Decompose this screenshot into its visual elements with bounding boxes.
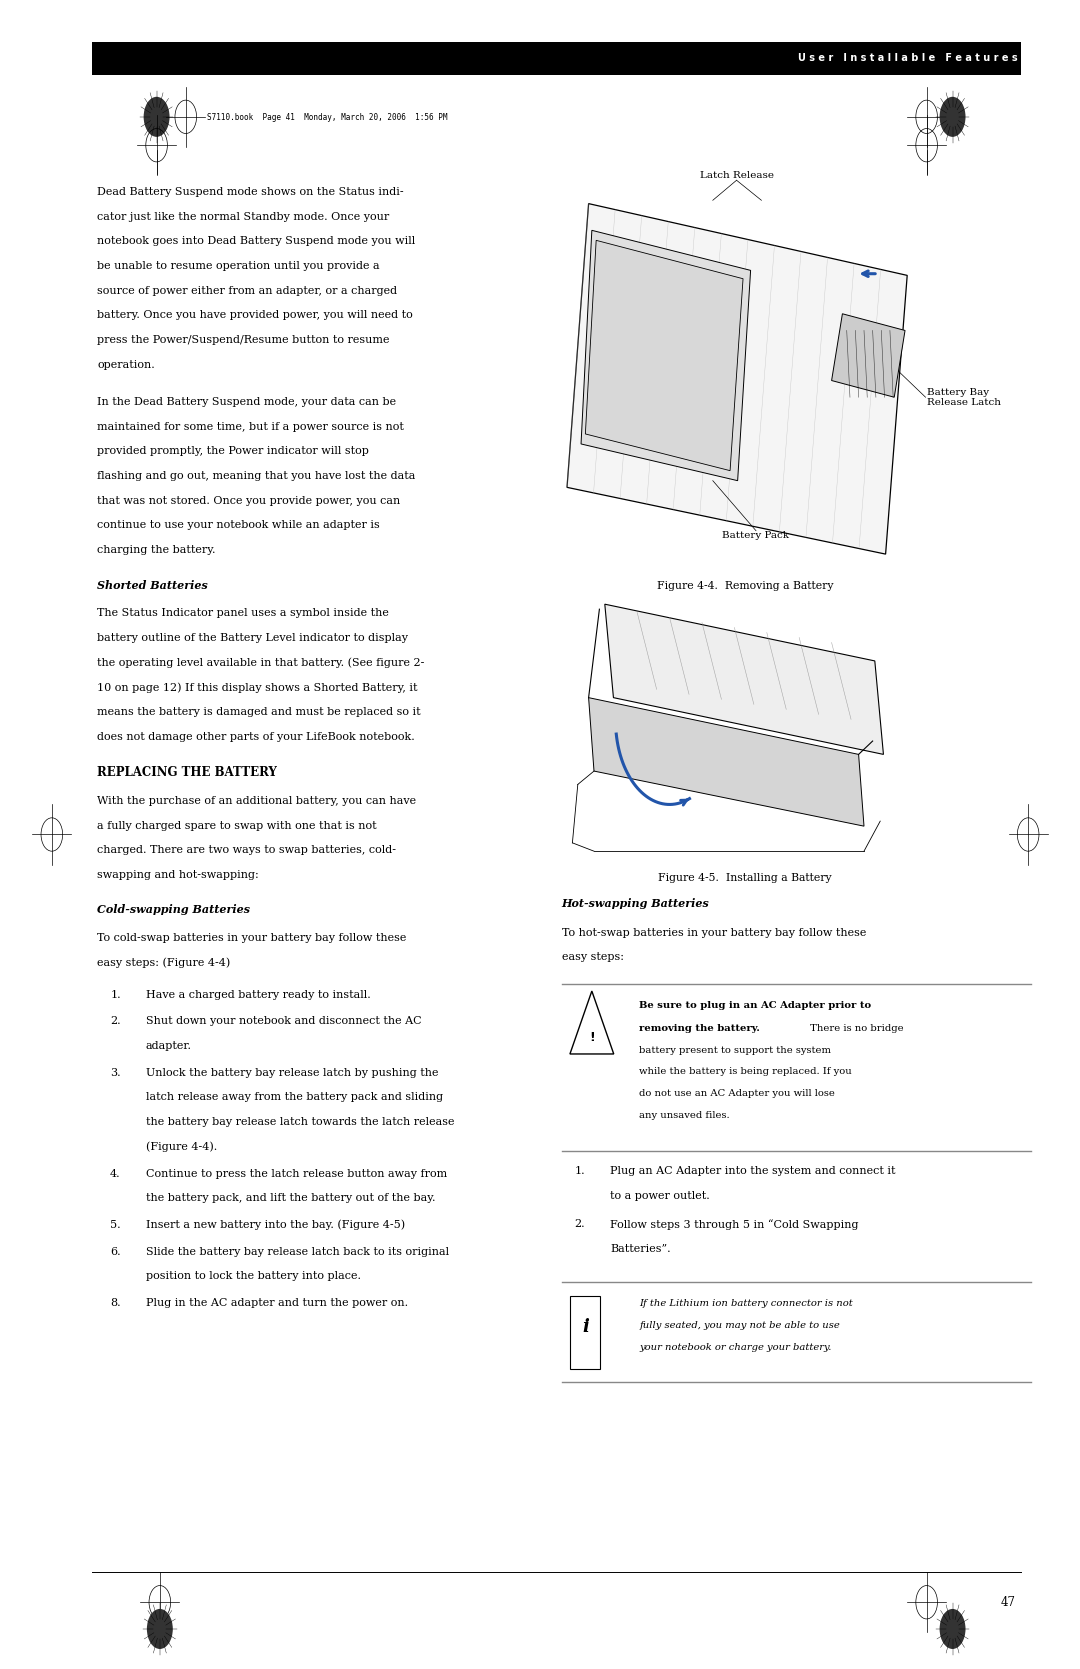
Text: maintained for some time, but if a power source is not: maintained for some time, but if a power… xyxy=(97,422,404,432)
Text: charging the battery.: charging the battery. xyxy=(97,546,216,556)
Text: Plug in the AC adapter and turn the power on.: Plug in the AC adapter and turn the powe… xyxy=(146,1298,408,1308)
Text: 3.: 3. xyxy=(110,1068,121,1078)
Text: 2.: 2. xyxy=(110,1016,121,1026)
Circle shape xyxy=(147,1609,173,1649)
Text: To hot-swap batteries in your battery bay follow these: To hot-swap batteries in your battery ba… xyxy=(562,928,866,938)
Text: The Status Indicator panel uses a symbol inside the: The Status Indicator panel uses a symbol… xyxy=(97,608,389,618)
Text: position to lock the battery into place.: position to lock the battery into place. xyxy=(146,1272,361,1282)
Text: Hot-swapping Batteries: Hot-swapping Batteries xyxy=(562,898,710,910)
Circle shape xyxy=(940,97,966,137)
Text: 5.: 5. xyxy=(110,1220,121,1230)
Text: be unable to resume operation until you provide a: be unable to resume operation until you … xyxy=(97,260,380,270)
Text: Insert a new battery into the bay. (Figure 4-5): Insert a new battery into the bay. (Figu… xyxy=(146,1220,405,1230)
Text: Plug an AC Adapter into the system and connect it: Plug an AC Adapter into the system and c… xyxy=(610,1167,895,1177)
Circle shape xyxy=(940,1609,966,1649)
Text: 4.: 4. xyxy=(110,1168,121,1178)
Text: Unlock the battery bay release latch by pushing the: Unlock the battery bay release latch by … xyxy=(146,1068,438,1078)
Text: battery. Once you have provided power, you will need to: battery. Once you have provided power, y… xyxy=(97,310,413,320)
Text: the battery bay release latch towards the latch release: the battery bay release latch towards th… xyxy=(146,1117,455,1127)
Text: 8.: 8. xyxy=(110,1298,121,1308)
Polygon shape xyxy=(585,240,743,471)
Text: battery outline of the Battery Level indicator to display: battery outline of the Battery Level ind… xyxy=(97,633,408,643)
Text: To cold-swap batteries in your battery bay follow these: To cold-swap batteries in your battery b… xyxy=(97,933,406,943)
Text: Shorted Batteries: Shorted Batteries xyxy=(97,579,208,591)
Text: easy steps: (Figure 4-4): easy steps: (Figure 4-4) xyxy=(97,958,230,968)
Text: 1.: 1. xyxy=(575,1167,585,1177)
Text: adapter.: adapter. xyxy=(146,1041,192,1051)
Text: flashing and go out, meaning that you have lost the data: flashing and go out, meaning that you ha… xyxy=(97,471,416,481)
Polygon shape xyxy=(570,991,613,1055)
Text: that was not stored. Once you provide power, you can: that was not stored. Once you provide po… xyxy=(97,496,401,506)
Text: Batteries”.: Batteries”. xyxy=(610,1243,671,1253)
Text: the battery pack, and lift the battery out of the bay.: the battery pack, and lift the battery o… xyxy=(146,1193,435,1203)
Text: U s e r   I n s t a l l a b l e   F e a t u r e s: U s e r I n s t a l l a b l e F e a t u … xyxy=(798,53,1017,63)
Text: operation.: operation. xyxy=(97,361,154,371)
Text: Have a charged battery ready to install.: Have a charged battery ready to install. xyxy=(146,990,370,1000)
Text: fully seated, you may not be able to use: fully seated, you may not be able to use xyxy=(639,1322,840,1330)
Text: There is no bridge: There is no bridge xyxy=(807,1023,903,1033)
Text: In the Dead Battery Suspend mode, your data can be: In the Dead Battery Suspend mode, your d… xyxy=(97,397,396,407)
Text: Figure 4-5.  Installing a Battery: Figure 4-5. Installing a Battery xyxy=(659,873,832,883)
Polygon shape xyxy=(589,698,864,826)
Polygon shape xyxy=(581,230,751,481)
Text: continue to use your notebook while an adapter is: continue to use your notebook while an a… xyxy=(97,521,380,531)
Text: Follow steps 3 through 5 in “Cold Swapping: Follow steps 3 through 5 in “Cold Swappi… xyxy=(610,1218,859,1230)
Text: Figure 4-4.  Removing a Battery: Figure 4-4. Removing a Battery xyxy=(657,581,834,591)
Text: charged. There are two ways to swap batteries, cold-: charged. There are two ways to swap batt… xyxy=(97,845,396,855)
Polygon shape xyxy=(605,604,883,754)
Text: source of power either from an adapter, or a charged: source of power either from an adapter, … xyxy=(97,285,397,295)
Text: battery present to support the system: battery present to support the system xyxy=(639,1045,832,1055)
FancyBboxPatch shape xyxy=(570,1295,600,1369)
Text: Dead Battery Suspend mode shows on the Status indi-: Dead Battery Suspend mode shows on the S… xyxy=(97,187,404,197)
Text: the operating level available in that battery. (See figure 2-: the operating level available in that ba… xyxy=(97,658,424,668)
Text: while the battery is being replaced. If you: while the battery is being replaced. If … xyxy=(639,1066,852,1077)
Text: 6.: 6. xyxy=(110,1247,121,1257)
Text: 47: 47 xyxy=(1000,1596,1015,1609)
Text: press the Power/Suspend/Resume button to resume: press the Power/Suspend/Resume button to… xyxy=(97,335,390,345)
Text: 2.: 2. xyxy=(575,1218,585,1228)
Text: !: ! xyxy=(589,1031,595,1045)
Text: 10 on page 12) If this display shows a Shorted Battery, it: 10 on page 12) If this display shows a S… xyxy=(97,683,418,693)
Text: REPLACING THE BATTERY: REPLACING THE BATTERY xyxy=(97,766,278,779)
Text: Be sure to plug in an AC Adapter prior to: Be sure to plug in an AC Adapter prior t… xyxy=(639,1001,872,1010)
Text: cator just like the normal Standby mode. Once your: cator just like the normal Standby mode.… xyxy=(97,212,390,222)
Text: swapping and hot-swapping:: swapping and hot-swapping: xyxy=(97,870,259,880)
Text: i: i xyxy=(582,1319,589,1337)
Text: any unsaved files.: any unsaved files. xyxy=(639,1112,730,1120)
Text: means the battery is damaged and must be replaced so it: means the battery is damaged and must be… xyxy=(97,708,421,718)
Text: If the Lithium ion battery connector is not: If the Lithium ion battery connector is … xyxy=(639,1298,853,1308)
Text: Shut down your notebook and disconnect the AC: Shut down your notebook and disconnect t… xyxy=(146,1016,421,1026)
FancyBboxPatch shape xyxy=(92,42,1021,75)
Text: removing the battery.: removing the battery. xyxy=(639,1023,760,1033)
Text: (Figure 4-4).: (Figure 4-4). xyxy=(146,1142,217,1152)
Polygon shape xyxy=(832,314,905,397)
Text: Cold-swapping Batteries: Cold-swapping Batteries xyxy=(97,905,251,916)
Text: 1.: 1. xyxy=(110,990,121,1000)
Text: Battery Bay
Release Latch: Battery Bay Release Latch xyxy=(927,387,1001,407)
Text: easy steps:: easy steps: xyxy=(562,953,623,963)
Text: Battery Pack: Battery Pack xyxy=(723,531,789,539)
Text: provided promptly, the Power indicator will stop: provided promptly, the Power indicator w… xyxy=(97,446,369,456)
Text: do not use an AC Adapter you will lose: do not use an AC Adapter you will lose xyxy=(639,1088,835,1098)
Text: notebook goes into Dead Battery Suspend mode you will: notebook goes into Dead Battery Suspend … xyxy=(97,237,416,247)
Polygon shape xyxy=(567,204,907,554)
Circle shape xyxy=(144,97,170,137)
Text: your notebook or charge your battery.: your notebook or charge your battery. xyxy=(639,1344,832,1352)
Text: does not damage other parts of your LifeBook notebook.: does not damage other parts of your Life… xyxy=(97,731,415,741)
Text: With the purchase of an additional battery, you can have: With the purchase of an additional batte… xyxy=(97,796,416,806)
Text: a fully charged spare to swap with one that is not: a fully charged spare to swap with one t… xyxy=(97,821,377,831)
Text: Latch Release: Latch Release xyxy=(700,172,773,180)
Text: Slide the battery bay release latch back to its original: Slide the battery bay release latch back… xyxy=(146,1247,449,1257)
Text: to a power outlet.: to a power outlet. xyxy=(610,1190,710,1200)
Text: Continue to press the latch release button away from: Continue to press the latch release butt… xyxy=(146,1168,447,1178)
Text: latch release away from the battery pack and sliding: latch release away from the battery pack… xyxy=(146,1093,443,1103)
Text: S7110.book  Page 41  Monday, March 20, 2006  1:56 PM: S7110.book Page 41 Monday, March 20, 200… xyxy=(207,113,448,122)
